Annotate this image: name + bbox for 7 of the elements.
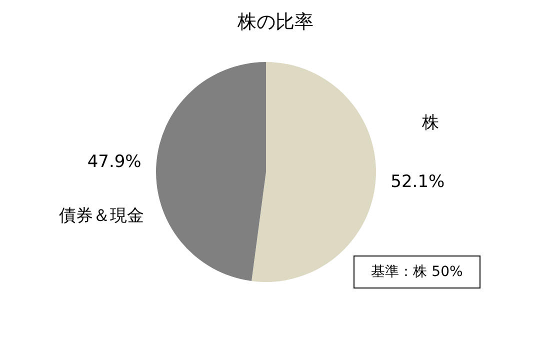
data-label: 47.9%	[87, 152, 142, 172]
slice-label: 株	[421, 112, 440, 133]
chart-title: 株の比率	[236, 11, 314, 33]
data-label: 52.1%	[390, 172, 445, 192]
text: 基準：株 50%	[371, 264, 463, 280]
pie-slice	[156, 62, 266, 282]
slice-label: 債券＆現金	[58, 206, 144, 226]
